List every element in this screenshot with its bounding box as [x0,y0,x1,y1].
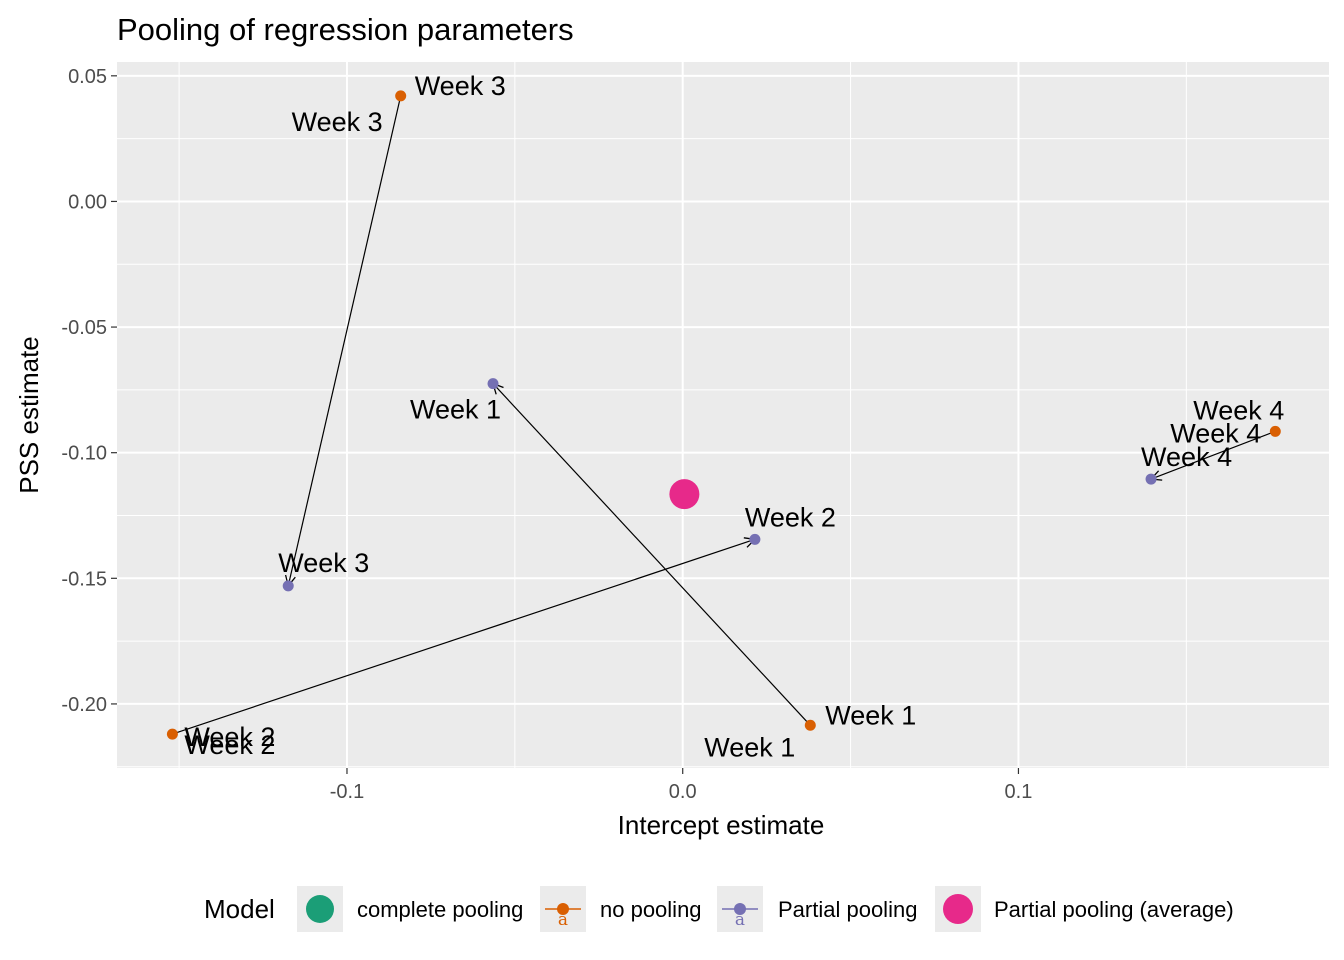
y-tick-label: -0.20 [61,694,107,716]
major-gridlines [117,62,1329,768]
point-label: Week 3 [415,71,506,101]
legend-item-partial-pooling-average: Partial pooling (average) [935,886,1234,932]
point-label: Week 3 [292,107,383,137]
legend-label: Partial pooling (average) [994,897,1234,922]
shrinkage-arrows [172,95,1276,735]
shrinkage-arrow [493,384,811,726]
y-tick-label: -0.10 [61,443,107,465]
legend-key-marker [943,894,973,924]
data-point [1269,425,1281,437]
legend-key-marker [557,903,569,915]
y-axis-title: PSS estimate [14,336,44,494]
data-points [166,90,1281,740]
average-point [669,479,700,510]
axis-ticks: -0.1 0.0 0.1 0.05 0.00 -0.05 -0.10 -0.15 -0.20 [61,66,1032,803]
data-point [166,728,178,740]
minor-gridlines [117,62,1329,768]
y-tick-label: 0.00 [68,191,107,213]
plot-panel [117,62,1329,768]
point-label: Week 2 [184,722,275,752]
shrinkage-arrow [288,95,402,586]
data-point [487,378,499,390]
point-label: Week 4 [1193,395,1284,425]
point-label: Week 1 [704,732,795,762]
legend-key-marker [734,903,746,915]
point-label: Week 4 [1141,442,1232,472]
y-tick-label: -0.15 [61,568,107,590]
legend-title: Model [204,894,275,924]
x-axis-title: Intercept estimate [618,810,825,840]
legend-label: Partial pooling [778,897,917,922]
point-label: Week 1 [825,700,916,730]
y-tick-label: -0.05 [61,317,107,339]
x-tick-label: 0.1 [1005,781,1033,803]
shrinkage-arrow [1151,430,1276,479]
shrinkage-arrow [172,539,754,735]
chart-title: Pooling of regression parameters [117,12,574,47]
data-point [1145,473,1157,485]
legend-key-letter: a [558,910,568,930]
x-tick-label: -0.1 [330,781,364,803]
point-label: Week 4 [1170,418,1261,448]
point-label: Week 1 [410,395,501,425]
legend-label: no pooling [600,897,702,922]
data-point [282,580,294,592]
legend: Model complete pooling a no pooling a Pa… [204,886,1234,932]
legend-key-letter: a [735,910,745,930]
point-label: Week 2 [184,730,275,760]
legend-item-complete-pooling: complete pooling [297,886,523,932]
legend-item-partial-pooling: a Partial pooling [717,886,917,932]
legend-label: complete pooling [357,897,523,922]
data-point [749,533,761,545]
data-point [804,719,816,731]
point-label: Week 3 [278,548,369,578]
y-tick-label: 0.05 [68,66,107,88]
point-label: Week 2 [745,502,836,532]
legend-item-no-pooling: a no pooling [540,886,702,932]
data-point [395,90,407,102]
x-tick-label: 0.0 [669,781,697,803]
legend-key-marker [306,895,334,923]
